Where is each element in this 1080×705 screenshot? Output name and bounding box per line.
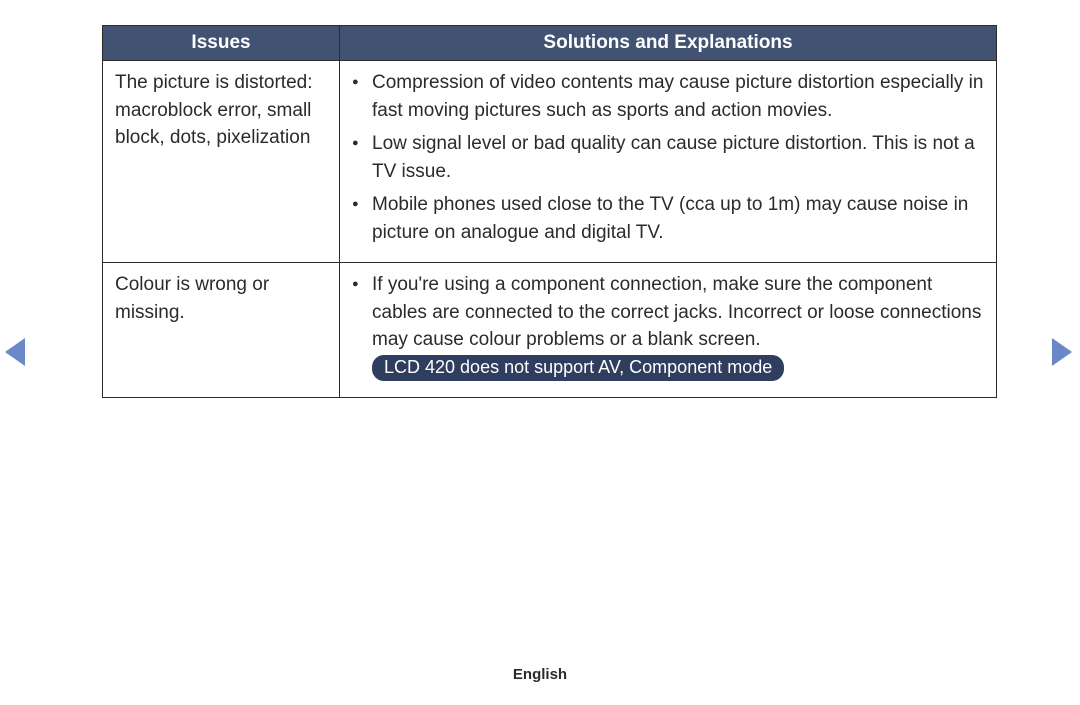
bullet-text: If you're using a component connection, … [372,274,981,350]
header-solutions: Solutions and Explanations [340,26,997,61]
note-pill: LCD 420 does not support AV, Component m… [372,355,784,381]
list-item: If you're using a component connection, … [352,271,984,381]
list-item: Low signal level or bad quality can caus… [352,130,984,185]
bullet-text: Compression of video contents may cause … [372,72,983,121]
footer-language: English [0,666,1080,683]
header-issues: Issues [103,26,340,61]
solution-cell: Compression of video contents may cause … [340,61,997,263]
list-item: Mobile phones used close to the TV (cca … [352,191,984,246]
prev-page-arrow[interactable] [5,338,25,366]
next-page-arrow[interactable] [1052,338,1072,366]
troubleshooting-table: Issues Solutions and Explanations The pi… [102,25,997,398]
bullet-text: Mobile phones used close to the TV (cca … [372,194,968,243]
table-row: Colour is wrong or missing. If you're usi… [103,263,997,398]
bullet-text: Low signal level or bad quality can caus… [372,133,975,182]
list-item: Compression of video contents may cause … [352,69,984,124]
solution-cell: If you're using a component connection, … [340,263,997,398]
issue-cell: The picture is distorted: macroblock err… [103,61,340,263]
table-row: The picture is distorted: macroblock err… [103,61,997,263]
issue-cell: Colour is wrong or missing. [103,263,340,398]
